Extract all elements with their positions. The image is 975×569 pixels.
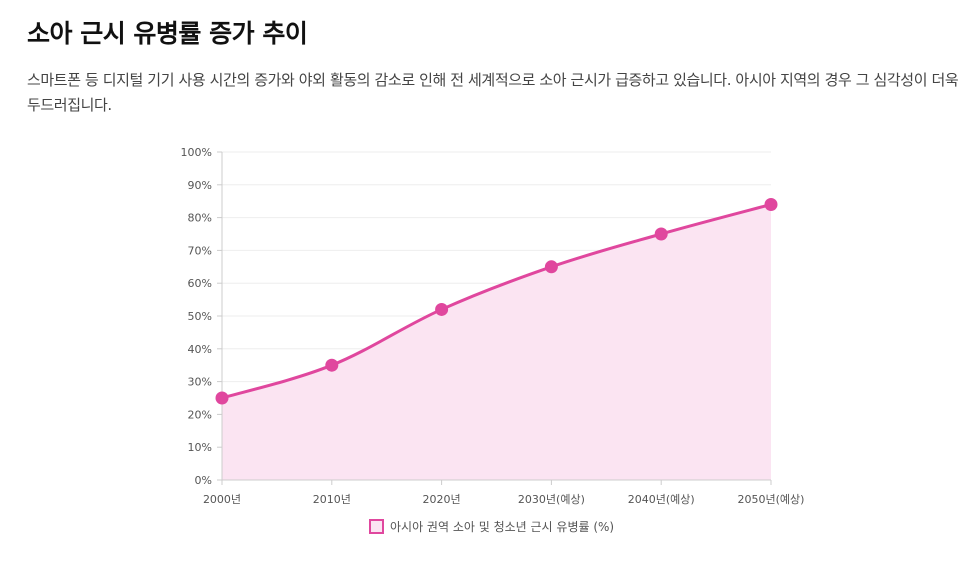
- legend-label: 아시아 권역 소아 및 청소년 근시 유병률 (%): [390, 520, 615, 534]
- series-line: [220, 202, 773, 400]
- y-tick-label: 70%: [188, 244, 212, 257]
- page-description: 스마트폰 등 디지털 기기 사용 시간의 증가와 야외 활동의 감소로 인해 전…: [27, 71, 959, 114]
- chart-data-points: [215, 197, 778, 405]
- chart-axes: [221, 152, 771, 481]
- data-point-3[interactable]: [544, 260, 558, 274]
- y-tick-label: 20%: [188, 408, 212, 421]
- y-tick-label: 0%: [195, 474, 212, 487]
- data-point-0[interactable]: [215, 391, 229, 405]
- y-tick-label: 60%: [188, 277, 212, 290]
- x-tick-label: 2030년(예상): [518, 493, 585, 506]
- page-title: 소아 근시 유병률 증가 추이: [27, 19, 308, 48]
- x-tick-label: 2000년: [203, 493, 241, 506]
- x-tick-label: 2010년: [313, 493, 351, 506]
- legend-swatch-icon: [369, 519, 384, 534]
- y-tick-label: 10%: [188, 441, 212, 454]
- chart-legend[interactable]: 아시아 권역 소아 및 청소년 근시 유병률 (%): [369, 518, 614, 535]
- y-tick-label: 50%: [188, 310, 212, 323]
- y-tick-label: 40%: [188, 343, 212, 356]
- y-tick-label: 100%: [181, 146, 212, 159]
- data-point-4[interactable]: [654, 227, 668, 241]
- y-tick-label: 80%: [188, 212, 212, 225]
- x-axis-ticks: 2000년 2010년 2020년 2030년(예상) 2040년(예상) 2050년(예…: [203, 480, 805, 506]
- x-tick-label: 2050년(예상): [738, 493, 805, 506]
- data-point-1[interactable]: [325, 358, 339, 372]
- x-tick-label: 2040년(예상): [628, 493, 695, 506]
- chart-series-line: [220, 202, 773, 400]
- data-point-5[interactable]: [764, 197, 778, 211]
- data-point-2[interactable]: [435, 302, 449, 316]
- chart-area-fill: [222, 204, 771, 481]
- x-tick-label: 2020년: [423, 493, 461, 506]
- y-tick-label: 30%: [188, 376, 212, 389]
- y-tick-label: 90%: [188, 179, 212, 192]
- series-area: [222, 204, 771, 481]
- y-axis-ticks: 0% 10% 20% 30% 40% 50% 60% 70% 80% 90% 100%: [181, 146, 222, 487]
